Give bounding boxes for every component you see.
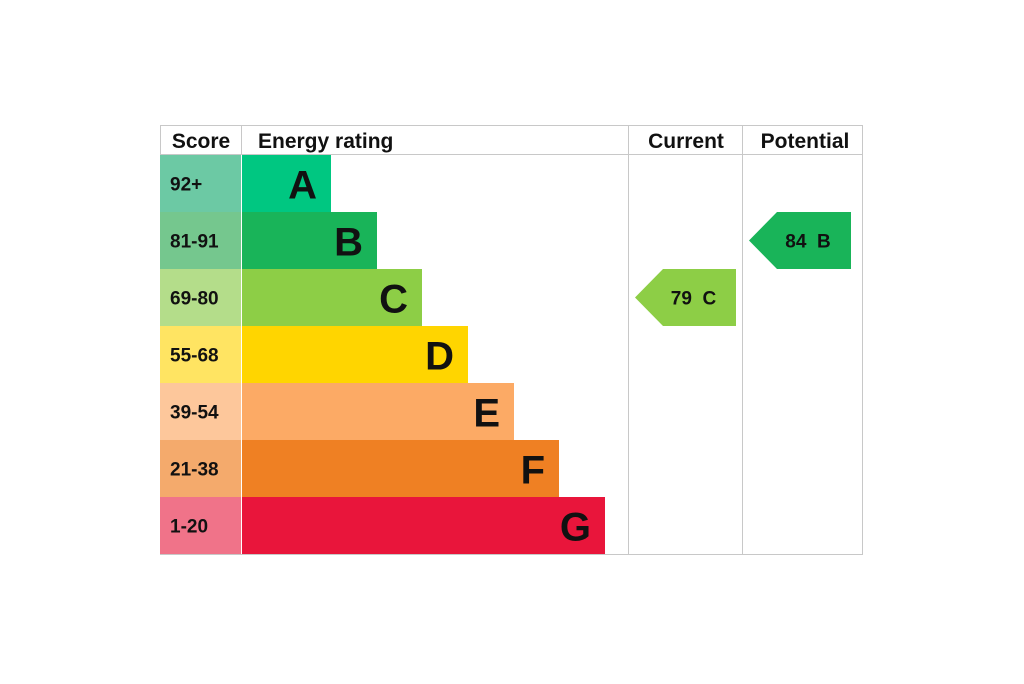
rating-letter-a: A [288, 164, 317, 208]
score-cell-e [160, 383, 241, 440]
rating-bar-e [242, 383, 514, 440]
rating-letter-d: D [425, 335, 454, 379]
rating-bar-f [242, 440, 559, 497]
score-label-g: 1-20 [170, 517, 208, 538]
potential-rating-label: 84 B [785, 232, 830, 253]
score-label-d: 55-68 [170, 346, 219, 367]
rating-bar-c [242, 269, 422, 326]
score-label-b: 81-91 [170, 232, 219, 253]
rating-bands: 92+ A 81-91 B 69-80 C 55-68 D 39-54 E 21-38 F 1-20 G [160, 155, 605, 554]
current-rating-arrow [635, 269, 736, 326]
current-rating-label: 79 C [671, 289, 717, 310]
rating-bar-b [242, 212, 377, 269]
header-potential: Potential [761, 130, 850, 153]
header-current: Current [648, 130, 724, 153]
rating-letter-f: F [521, 449, 545, 493]
rating-letter-b: B [334, 221, 363, 265]
score-cell-d [160, 326, 241, 383]
score-label-f: 21-38 [170, 460, 219, 481]
score-cell-c [160, 269, 241, 326]
header-energy-rating: Energy rating [258, 130, 393, 153]
potential-rating-arrow [749, 212, 851, 269]
score-cell-f [160, 440, 241, 497]
rating-bar-g [242, 497, 605, 554]
score-label-a: 92+ [170, 175, 202, 196]
score-cell-g [160, 497, 241, 554]
score-cell-a [160, 155, 241, 212]
header-score: Score [172, 130, 230, 153]
rating-letter-g: G [560, 506, 591, 550]
rating-letter-e: E [473, 392, 500, 436]
rating-letter-c: C [379, 278, 408, 322]
score-label-c: 69-80 [170, 289, 219, 310]
rating-bar-a [242, 155, 331, 212]
score-label-e: 39-54 [170, 403, 219, 424]
rating-arrows: 79 C 84 B [635, 212, 851, 326]
rating-bar-d [242, 326, 468, 383]
score-cell-b [160, 212, 241, 269]
